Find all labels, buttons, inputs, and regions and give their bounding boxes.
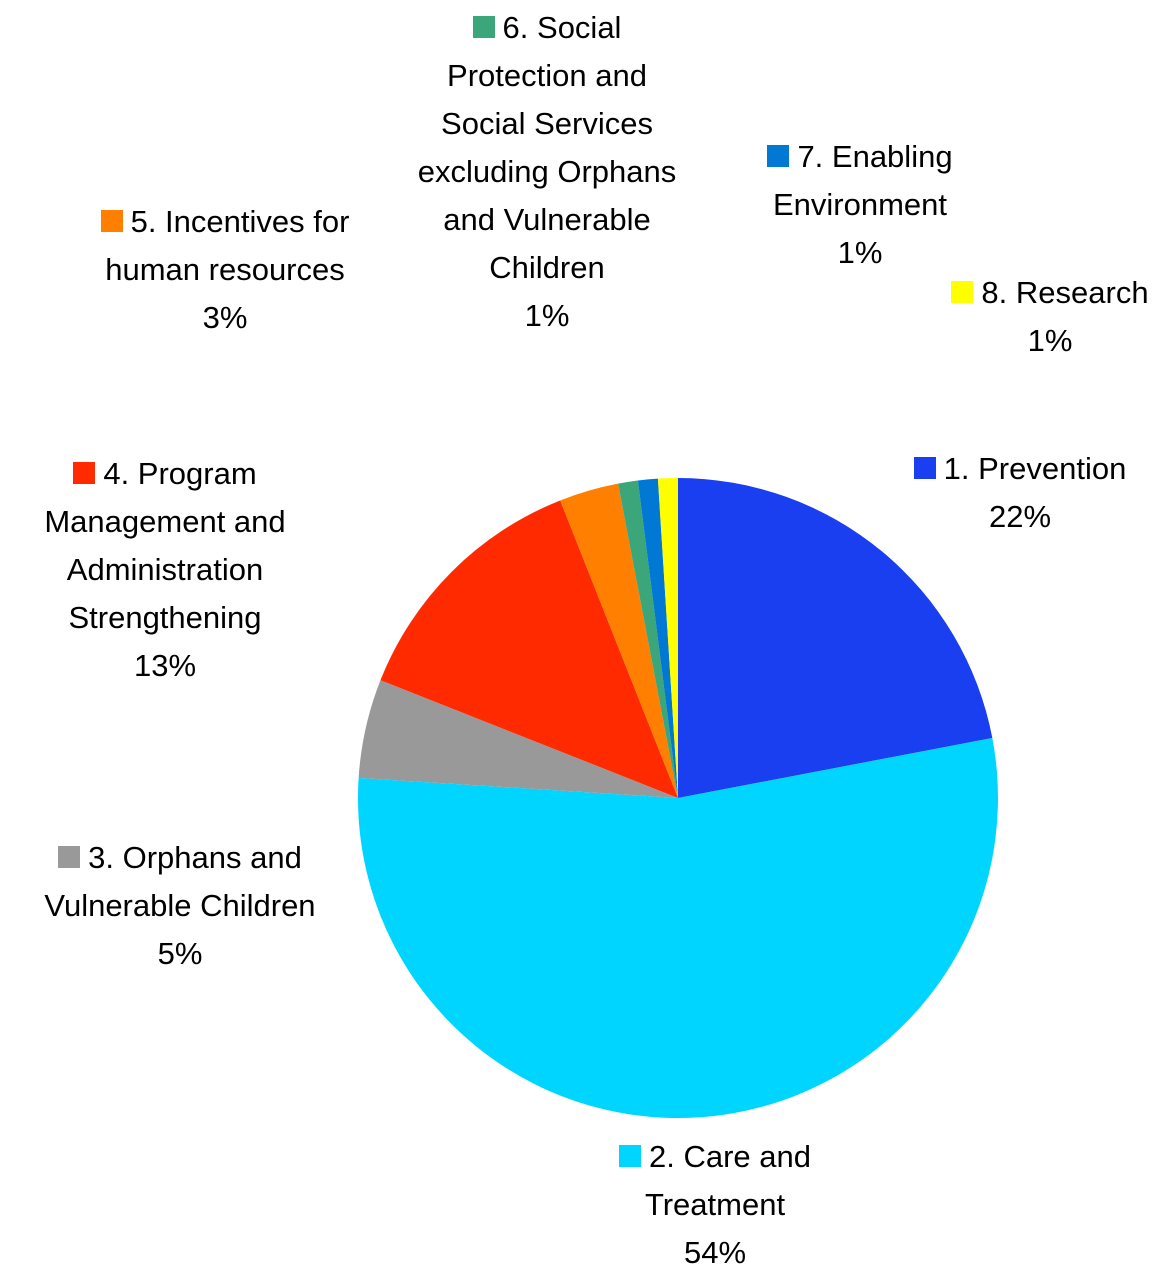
category-name: 3. Orphans and Vulnerable Children	[44, 840, 316, 923]
category-name: 6. Social Protection and Social Services…	[417, 10, 677, 285]
slice-label: 1. Prevention 22%	[885, 445, 1155, 541]
value-label: 1%	[837, 235, 883, 270]
category-name: 4. Program Management and Administration…	[44, 456, 286, 635]
pie-slice	[358, 680, 678, 798]
legend-swatch	[913, 457, 936, 479]
pie-slice	[618, 480, 678, 798]
pie-slice	[357, 738, 998, 1118]
category-name: 8. Research	[981, 275, 1149, 310]
category-name: 7. Enabling Environment	[772, 139, 953, 222]
pie-slice	[380, 500, 678, 798]
category-name: 1. Prevention	[943, 451, 1127, 486]
category-name: 5. Incentives for human resources	[105, 204, 350, 287]
slice-label: 3. Orphans and Vulnerable Children 5%	[35, 834, 325, 978]
category-name: 2. Care and Treatment	[644, 1139, 811, 1222]
legend-swatch	[58, 846, 81, 868]
slice-label: 2. Care and Treatment 54%	[590, 1133, 840, 1267]
pie-slice	[657, 478, 678, 798]
slice-label: 6. Social Protection and Social Services…	[417, 4, 677, 340]
value-label: 1%	[524, 298, 570, 333]
value-label: 1%	[1027, 323, 1073, 358]
slice-label: 5. Incentives for human resources 3%	[100, 198, 350, 342]
value-label: 22%	[988, 499, 1052, 534]
slice-label: 4. Program Management and Administration…	[25, 450, 305, 690]
value-label: 54%	[683, 1235, 747, 1267]
legend-swatch	[767, 145, 790, 167]
slice-label: 8. Research 1%	[928, 269, 1173, 365]
value-label: 13%	[133, 648, 197, 683]
legend-swatch	[100, 210, 123, 232]
legend-swatch	[619, 1145, 641, 1167]
value-label: 5%	[157, 936, 203, 971]
legend-swatch	[951, 281, 974, 303]
pie-slice	[678, 478, 993, 798]
legend-swatch	[73, 462, 96, 484]
legend-swatch	[472, 16, 495, 38]
slice-label: 7. Enabling Environment 1%	[735, 133, 985, 277]
pie-slice	[637, 478, 678, 798]
pie-slice	[560, 483, 678, 798]
value-label: 3%	[202, 300, 248, 335]
